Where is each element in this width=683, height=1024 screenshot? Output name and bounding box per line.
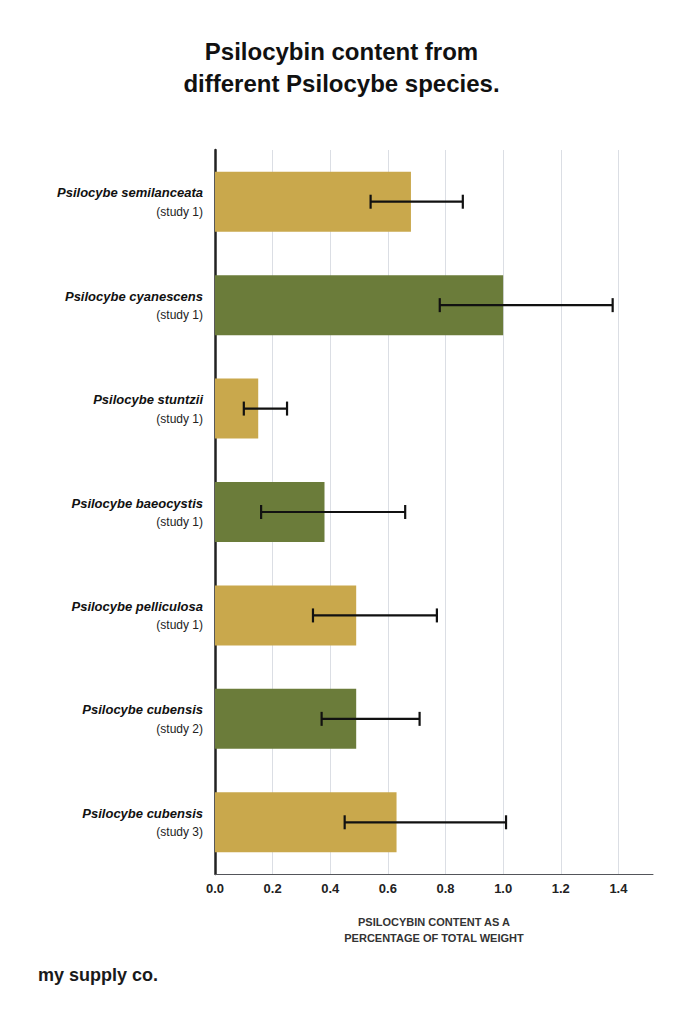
svg-text:(study 1): (study 1) [156,308,203,322]
svg-text:(study 1): (study 1) [156,515,203,529]
svg-text:0.2: 0.2 [264,881,282,896]
svg-text:1.4: 1.4 [609,881,628,896]
svg-text:different Psilocybe species.: different Psilocybe species. [183,70,499,97]
svg-text:(study 2): (study 2) [156,722,203,736]
svg-text:Psilocybe pelliculosa: Psilocybe pelliculosa [72,599,204,614]
svg-text:0.0: 0.0 [206,881,224,896]
svg-text:(study 1): (study 1) [156,618,203,632]
svg-text:1.0: 1.0 [494,881,512,896]
svg-text:Psilocybe semilanceata: Psilocybe semilanceata [57,185,203,200]
svg-text:Psilocybe baeocystis: Psilocybe baeocystis [71,496,203,511]
svg-text:PERCENTAGE OF TOTAL WEIGHT: PERCENTAGE OF TOTAL WEIGHT [344,932,524,944]
svg-text:(study 3): (study 3) [156,825,203,839]
svg-text:(study 1): (study 1) [156,205,203,219]
svg-text:0.8: 0.8 [436,881,454,896]
svg-text:Psilocybe stuntzii: Psilocybe stuntzii [93,392,203,407]
svg-text:my supply co.: my supply co. [38,965,158,985]
svg-text:0.4: 0.4 [321,881,340,896]
svg-text:(study 1): (study 1) [156,412,203,426]
svg-text:Psilocybin content from: Psilocybin content from [205,38,478,65]
svg-text:0.6: 0.6 [379,881,397,896]
svg-text:Psilocybe cubensis: Psilocybe cubensis [82,702,203,717]
svg-text:1.2: 1.2 [552,881,570,896]
svg-text:PSILOCYBIN CONTENT AS A: PSILOCYBIN CONTENT AS A [358,916,510,928]
svg-text:Psilocybe cyanescens: Psilocybe cyanescens [65,289,203,304]
svg-text:Psilocybe cubensis: Psilocybe cubensis [82,806,203,821]
